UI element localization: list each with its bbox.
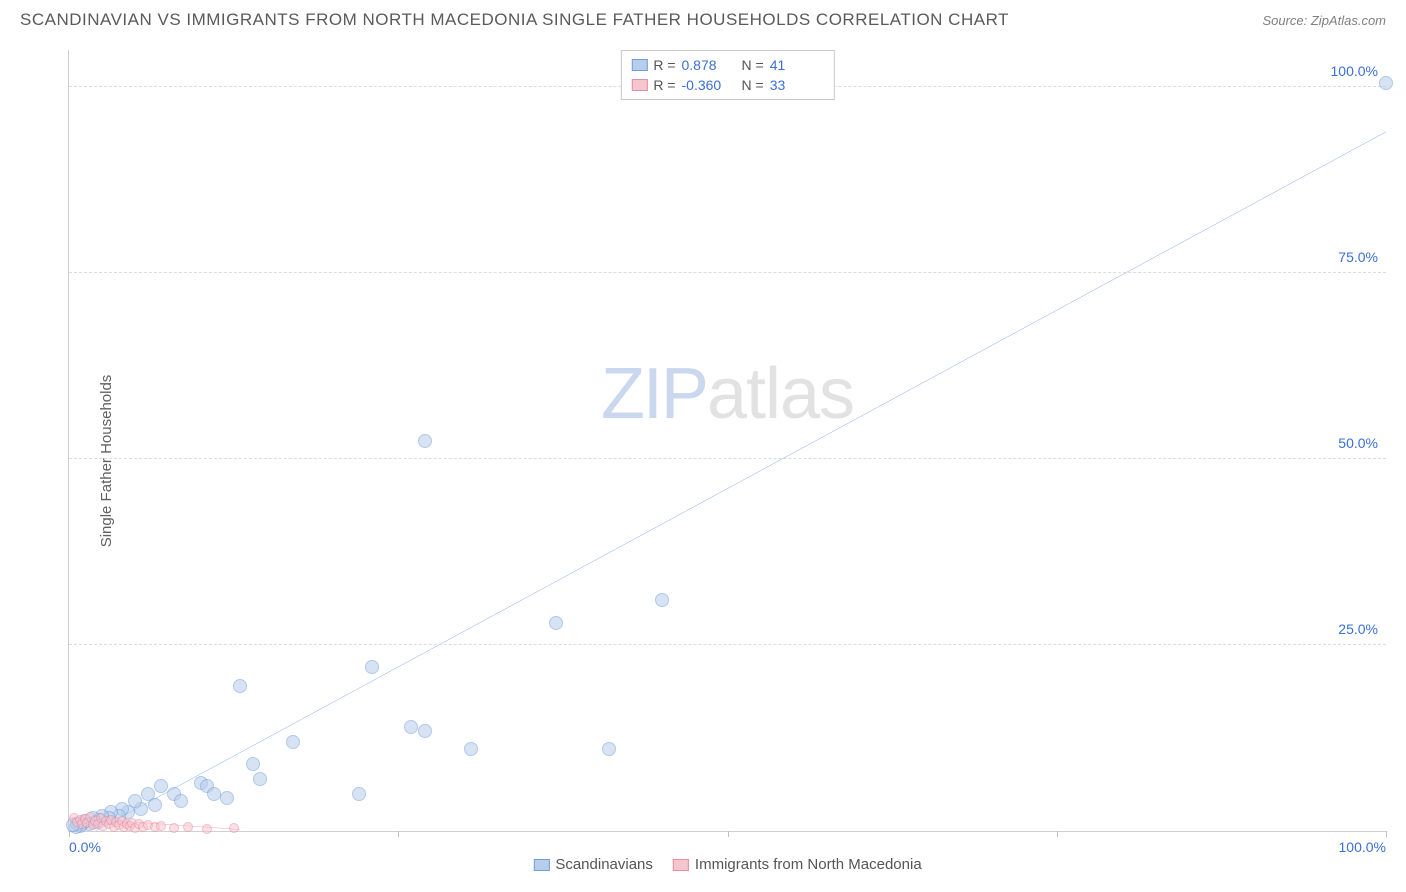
gridline-h (69, 644, 1386, 645)
data-point (404, 720, 418, 734)
data-point (174, 794, 188, 808)
legend-label: Immigrants from North Macedonia (695, 856, 922, 873)
legend-item: Scandinavians (533, 856, 653, 873)
legend-row: R = -0.360 N = 33 (631, 75, 823, 95)
legend-swatch (631, 79, 647, 91)
x-tick (728, 831, 729, 837)
y-tick-label: 75.0% (1338, 249, 1378, 265)
data-point (286, 735, 300, 749)
correlation-legend: R = 0.878 N = 41 R = -0.360 N = 33 (620, 50, 834, 100)
data-point (253, 772, 267, 786)
data-point (183, 822, 193, 832)
x-tick (398, 831, 399, 837)
data-point (156, 821, 166, 831)
legend-swatch (631, 59, 647, 71)
x-tick-label: 100.0% (1339, 839, 1386, 855)
legend-n-value: 33 (770, 75, 824, 95)
series-legend: Scandinavians Immigrants from North Maced… (533, 856, 921, 873)
data-point (418, 434, 432, 448)
legend-n-value: 41 (770, 55, 824, 75)
data-point (655, 593, 669, 607)
y-tick-label: 100.0% (1331, 63, 1378, 79)
data-point (141, 787, 155, 801)
chart-title: SCANDINAVIAN VS IMMIGRANTS FROM NORTH MA… (20, 10, 1009, 30)
legend-item: Immigrants from North Macedonia (673, 856, 922, 873)
data-point (202, 824, 212, 834)
watermark: ZIPatlas (601, 353, 854, 435)
x-tick (1386, 831, 1387, 837)
plot-area: ZIPatlas R =0.878N =41R =-0.360N =33 Sca… (68, 50, 1386, 832)
data-point (549, 616, 563, 630)
data-point (246, 757, 260, 771)
legend-r-value: -0.360 (682, 75, 736, 95)
x-tick-label: 0.0% (69, 839, 101, 855)
data-point (207, 787, 221, 801)
data-point (154, 779, 168, 793)
chart-container: Single Father Households ZIPatlas R =0.8… (20, 40, 1386, 882)
watermark-right: atlas (707, 354, 854, 434)
gridline-h (69, 458, 1386, 459)
legend-row: R = 0.878 N = 41 (631, 55, 823, 75)
data-point (169, 823, 179, 833)
legend-r-value: 0.878 (682, 55, 736, 75)
data-point (1379, 76, 1393, 90)
y-tick-label: 25.0% (1338, 621, 1378, 637)
data-point (602, 742, 616, 756)
legend-swatch (673, 859, 689, 871)
data-point (220, 791, 234, 805)
trend-lines (69, 50, 1386, 831)
data-point (229, 823, 239, 833)
legend-r-label: R = (653, 75, 675, 95)
data-point (352, 787, 366, 801)
data-point (233, 679, 247, 693)
data-point (418, 724, 432, 738)
trend-line (95, 132, 1386, 831)
legend-n-label: N = (742, 55, 764, 75)
gridline-h (69, 272, 1386, 273)
legend-r-label: R = (653, 55, 675, 75)
source-label: Source: ZipAtlas.com (1262, 13, 1386, 28)
header: SCANDINAVIAN VS IMMIGRANTS FROM NORTH MA… (0, 0, 1406, 36)
legend-swatch (533, 859, 549, 871)
legend-n-label: N = (742, 75, 764, 95)
y-tick-label: 50.0% (1338, 435, 1378, 451)
data-point (464, 742, 478, 756)
watermark-left: ZIP (601, 354, 707, 434)
data-point (365, 660, 379, 674)
x-tick (1057, 831, 1058, 837)
legend-label: Scandinavians (555, 856, 653, 873)
